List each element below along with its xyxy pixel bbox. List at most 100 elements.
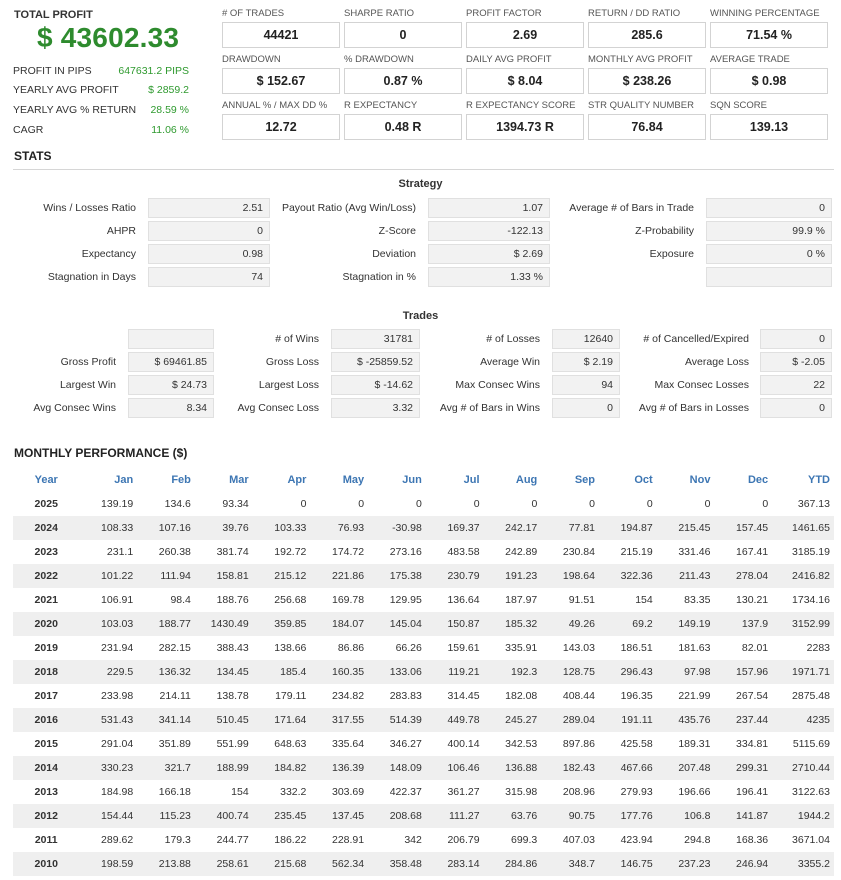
value-cell: 146.75 (599, 852, 657, 876)
table-row: 2025 139.19 134.6 93.34 0 0 0 0 0 0 0 0 0 367.13 (13, 492, 834, 516)
kpi-avg-trade: AVERAGE TRADE $ 0.98 (710, 54, 828, 94)
trade-value: $ -25859.52 (331, 352, 420, 372)
value-cell: 0 (358, 498, 365, 510)
value-cell: 245.27 (483, 708, 542, 732)
value-cell: 358.48 (368, 852, 426, 876)
value-cell: 157.96 (714, 660, 773, 684)
summary-value: 11.06 % (151, 124, 189, 136)
value-cell: 230.79 (425, 564, 484, 588)
value-cell: 77.81 (541, 516, 599, 540)
kpi-label: % DRAWDOWN (344, 54, 414, 65)
value-cell: 69.2 (599, 612, 657, 636)
trade-label: # of Cancelled/Expired (643, 333, 749, 345)
stat-value: $ 2.69 (428, 244, 550, 264)
value-cell: 235.45 (252, 804, 311, 828)
value-cell: 273.16 (389, 546, 422, 558)
value-cell: 66.26 (395, 642, 422, 654)
value-cell: 63.76 (483, 804, 542, 828)
value-cell: 101.22 (79, 564, 138, 588)
value-cell: 215.45 (656, 516, 715, 540)
stat-value: 2.51 (148, 198, 270, 218)
column-header-jan: Jan (114, 474, 134, 486)
value-cell: 168.36 (736, 834, 769, 846)
kpi-value: 44421 (222, 22, 340, 48)
value-cell: 138.66 (274, 642, 307, 654)
year-cell: 2023 (34, 546, 58, 558)
value-cell: 361.27 (447, 786, 480, 798)
value-cell: 400.14 (447, 738, 480, 750)
value-cell: 175.38 (368, 564, 426, 588)
value-cell: 299.31 (714, 756, 773, 780)
value-cell: 141.87 (714, 804, 773, 828)
value-cell: 194.87 (599, 516, 657, 540)
kpi-daily-avg: DAILY AVG PROFIT $ 8.04 (466, 54, 584, 94)
stat-value-empty (706, 267, 832, 287)
trade-label: Max Consec Wins (455, 379, 540, 391)
trade-label: # of Losses (486, 333, 540, 345)
stat-label: Stagnation in Days (47, 271, 136, 283)
value-cell: 111.27 (425, 804, 484, 828)
value-cell: 562.34 (310, 852, 369, 876)
value-cell: 1461.65 (772, 516, 834, 540)
value-cell: 150.87 (425, 612, 484, 636)
value-cell: 107.16 (137, 516, 195, 540)
column-header-jun: Jun (402, 474, 422, 486)
kpi-value: $ 152.67 (222, 68, 340, 94)
year-cell: 2018 (13, 660, 80, 684)
trade-value: $ -14.62 (331, 375, 420, 395)
monthly-performance-table: Year Jan Feb Mar Apr May Jun Jul Aug Sep Oct Nov Dec… (13, 468, 834, 876)
kpi-value: 76.84 (588, 114, 706, 140)
stat-label: Deviation (372, 248, 416, 260)
table-row: 2014 330.23 321.7 188.99 184.82 136.39 148.09 1… (13, 756, 834, 780)
kpi-value: $ 238.26 (588, 68, 706, 94)
trade-value: 0 (760, 398, 832, 418)
value-cell: 510.45 (194, 708, 253, 732)
value-cell: 331.46 (678, 546, 711, 558)
value-cell: 215.12 (252, 564, 311, 588)
value-cell: 0 (473, 498, 480, 510)
value-cell: 215.19 (620, 546, 653, 558)
stat-label: Exposure (649, 248, 694, 260)
value-cell: 136.32 (137, 660, 195, 684)
value-cell: 230.84 (562, 546, 595, 558)
value-cell: 282.15 (158, 642, 191, 654)
value-cell: 283.83 (389, 690, 422, 702)
stat-value: 1.07 (428, 198, 550, 218)
table-row: 2012 154.44 115.23 400.74 235.45 137.45 208.68… (13, 804, 834, 828)
value-cell: 184.82 (252, 756, 311, 780)
table-row: 2010 198.59 213.88 258.61 215.68 562.34 358.48… (13, 852, 834, 876)
value-cell: 207.48 (656, 756, 715, 780)
value-cell: 256.68 (274, 594, 307, 606)
value-cell: 179.3 (164, 834, 191, 846)
table-row: 2018 229.5 136.32 134.45 185.4 160.35 133.06 11… (13, 660, 834, 684)
value-cell: 0 (300, 498, 307, 510)
value-cell: 169.78 (332, 594, 365, 606)
summary-label: CAGR (13, 124, 44, 136)
year-cell: 2024 (13, 516, 80, 540)
value-cell: 208.96 (562, 786, 595, 798)
value-cell: 91.51 (568, 594, 595, 606)
value-cell: 137.9 (714, 612, 773, 636)
table-row: 2017 233.98 214.11 138.78 179.11 234.82 283.83… (13, 684, 834, 708)
kpi-r-expectancy: R EXPECTANCY 0.48 R (344, 100, 462, 140)
summary-row: CAGR 11.06 % (13, 124, 189, 140)
table-row: 2016 531.43 341.14 510.45 171.64 317.55 514.39… (13, 708, 834, 732)
kpi-label: WINNING PERCENTAGE (710, 8, 820, 19)
column-header-aug: Aug (515, 474, 538, 486)
value-cell: 186.22 (274, 834, 307, 846)
value-cell: 897.86 (562, 738, 595, 750)
value-cell: 291.04 (101, 738, 134, 750)
value-cell: 187.97 (505, 594, 538, 606)
divider (13, 169, 834, 170)
trade-value: 22 (760, 375, 832, 395)
value-cell: 289.62 (101, 834, 134, 846)
value-cell: 185.4 (252, 660, 311, 684)
stat-value: -122.13 (428, 221, 550, 241)
value-cell: 3355.2 (772, 852, 834, 876)
trade-label: Avg # of Bars in Losses (638, 402, 749, 414)
value-cell: 111.94 (137, 564, 195, 588)
value-cell: 196.66 (678, 786, 711, 798)
trade-label: Gross Loss (265, 356, 319, 368)
trade-value: 94 (552, 375, 620, 395)
stat-label: Z-Score (378, 225, 416, 237)
